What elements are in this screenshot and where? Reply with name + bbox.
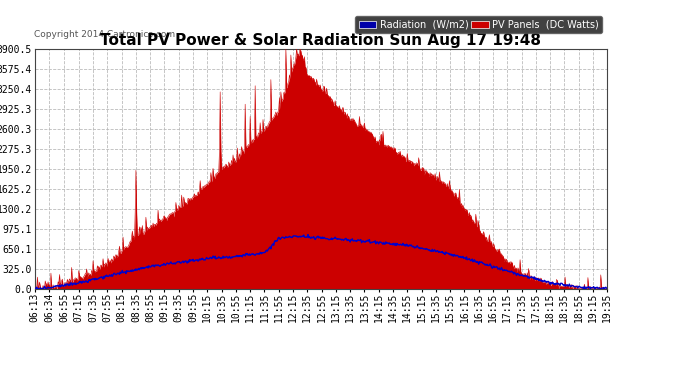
Text: Copyright 2014 Cartronics.com: Copyright 2014 Cartronics.com (34, 30, 176, 39)
Legend: Radiation  (W/m2), PV Panels  (DC Watts): Radiation (W/m2), PV Panels (DC Watts) (355, 16, 602, 33)
Title: Total PV Power & Solar Radiation Sun Aug 17 19:48: Total PV Power & Solar Radiation Sun Aug… (100, 33, 542, 48)
